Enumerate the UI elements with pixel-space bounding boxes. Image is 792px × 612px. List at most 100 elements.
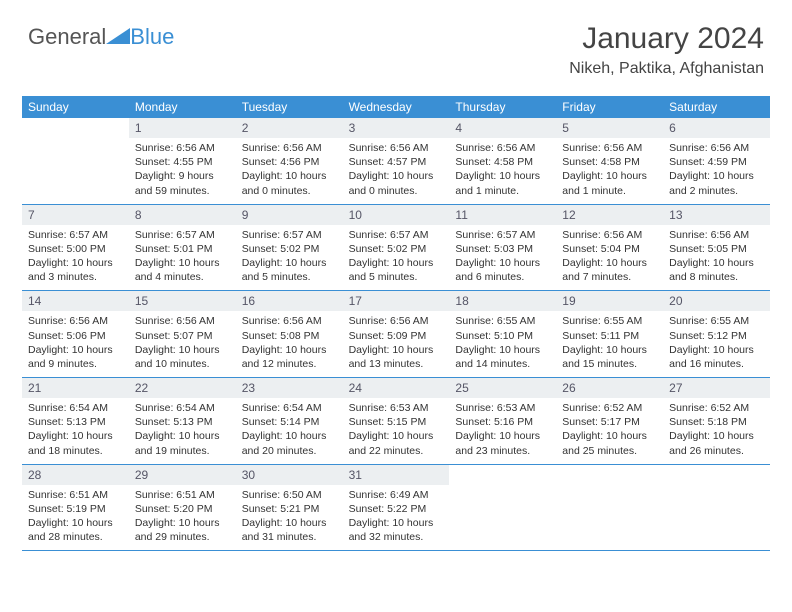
daylight-line-2: and 3 minutes. xyxy=(28,270,123,284)
sunrise-line: Sunrise: 6:57 AM xyxy=(135,228,230,242)
sunset-line: Sunset: 5:12 PM xyxy=(669,329,764,343)
daylight-line-1: Daylight: 10 hours xyxy=(349,343,444,357)
day-number: 27 xyxy=(663,378,770,398)
day-content: Sunrise: 6:57 AMSunset: 5:00 PMDaylight:… xyxy=(22,225,129,291)
sunrise-line: Sunrise: 6:56 AM xyxy=(669,141,764,155)
day-number: 14 xyxy=(22,291,129,311)
sunset-line: Sunset: 5:06 PM xyxy=(28,329,123,343)
day-cell xyxy=(449,465,556,551)
sunset-line: Sunset: 5:08 PM xyxy=(242,329,337,343)
sunrise-line: Sunrise: 6:53 AM xyxy=(349,401,444,415)
day-number: 18 xyxy=(449,291,556,311)
day-content: Sunrise: 6:50 AMSunset: 5:21 PMDaylight:… xyxy=(236,485,343,551)
day-number: 20 xyxy=(663,291,770,311)
day-content: Sunrise: 6:56 AMSunset: 4:58 PMDaylight:… xyxy=(449,138,556,204)
location-text: Nikeh, Paktika, Afghanistan xyxy=(569,60,764,78)
day-number: 24 xyxy=(343,378,450,398)
daylight-line-2: and 31 minutes. xyxy=(242,530,337,544)
sunset-line: Sunset: 5:09 PM xyxy=(349,329,444,343)
weekday-label: Sunday xyxy=(22,96,129,118)
day-content: Sunrise: 6:55 AMSunset: 5:12 PMDaylight:… xyxy=(663,311,770,377)
day-content: Sunrise: 6:56 AMSunset: 5:04 PMDaylight:… xyxy=(556,225,663,291)
sunset-line: Sunset: 4:58 PM xyxy=(562,155,657,169)
sunrise-line: Sunrise: 6:54 AM xyxy=(135,401,230,415)
day-content: Sunrise: 6:53 AMSunset: 5:15 PMDaylight:… xyxy=(343,398,450,464)
daylight-line-2: and 59 minutes. xyxy=(135,184,230,198)
sunrise-line: Sunrise: 6:55 AM xyxy=(455,314,550,328)
sunrise-line: Sunrise: 6:52 AM xyxy=(562,401,657,415)
sunset-line: Sunset: 5:22 PM xyxy=(349,502,444,516)
daylight-line-1: Daylight: 10 hours xyxy=(242,256,337,270)
day-cell: 29Sunrise: 6:51 AMSunset: 5:20 PMDayligh… xyxy=(129,465,236,551)
daylight-line-2: and 14 minutes. xyxy=(455,357,550,371)
day-content: Sunrise: 6:52 AMSunset: 5:18 PMDaylight:… xyxy=(663,398,770,464)
daylight-line-2: and 26 minutes. xyxy=(669,444,764,458)
daylight-line-2: and 15 minutes. xyxy=(562,357,657,371)
sunset-line: Sunset: 5:07 PM xyxy=(135,329,230,343)
sunrise-line: Sunrise: 6:56 AM xyxy=(349,314,444,328)
sunset-line: Sunset: 4:58 PM xyxy=(455,155,550,169)
daylight-line-1: Daylight: 10 hours xyxy=(28,429,123,443)
day-cell: 1Sunrise: 6:56 AMSunset: 4:55 PMDaylight… xyxy=(129,118,236,204)
day-content: Sunrise: 6:57 AMSunset: 5:02 PMDaylight:… xyxy=(236,225,343,291)
day-number: 15 xyxy=(129,291,236,311)
daylight-line-2: and 4 minutes. xyxy=(135,270,230,284)
day-content: Sunrise: 6:56 AMSunset: 4:56 PMDaylight:… xyxy=(236,138,343,204)
daylight-line-2: and 1 minute. xyxy=(562,184,657,198)
day-cell: 31Sunrise: 6:49 AMSunset: 5:22 PMDayligh… xyxy=(343,465,450,551)
sunset-line: Sunset: 5:03 PM xyxy=(455,242,550,256)
day-number: 7 xyxy=(22,205,129,225)
daylight-line-1: Daylight: 10 hours xyxy=(455,169,550,183)
sunset-line: Sunset: 5:02 PM xyxy=(242,242,337,256)
daylight-line-1: Daylight: 10 hours xyxy=(562,429,657,443)
daylight-line-2: and 9 minutes. xyxy=(28,357,123,371)
day-content: Sunrise: 6:54 AMSunset: 5:13 PMDaylight:… xyxy=(129,398,236,464)
sunrise-line: Sunrise: 6:54 AM xyxy=(242,401,337,415)
week-row: 1Sunrise: 6:56 AMSunset: 4:55 PMDaylight… xyxy=(22,118,770,205)
logo: General Blue xyxy=(28,24,174,50)
sunset-line: Sunset: 5:00 PM xyxy=(28,242,123,256)
sunrise-line: Sunrise: 6:56 AM xyxy=(135,141,230,155)
day-content: Sunrise: 6:56 AMSunset: 4:59 PMDaylight:… xyxy=(663,138,770,204)
sunrise-line: Sunrise: 6:57 AM xyxy=(28,228,123,242)
sunset-line: Sunset: 4:55 PM xyxy=(135,155,230,169)
sunset-line: Sunset: 5:02 PM xyxy=(349,242,444,256)
daylight-line-2: and 13 minutes. xyxy=(349,357,444,371)
sunset-line: Sunset: 5:05 PM xyxy=(669,242,764,256)
daylight-line-1: Daylight: 10 hours xyxy=(135,516,230,530)
sunrise-line: Sunrise: 6:56 AM xyxy=(349,141,444,155)
weekday-header-row: SundayMondayTuesdayWednesdayThursdayFrid… xyxy=(22,96,770,118)
daylight-line-2: and 7 minutes. xyxy=(562,270,657,284)
day-cell: 14Sunrise: 6:56 AMSunset: 5:06 PMDayligh… xyxy=(22,291,129,377)
daylight-line-2: and 20 minutes. xyxy=(242,444,337,458)
day-number: 30 xyxy=(236,465,343,485)
daylight-line-2: and 8 minutes. xyxy=(669,270,764,284)
calendar: SundayMondayTuesdayWednesdayThursdayFrid… xyxy=(22,96,770,551)
day-cell: 2Sunrise: 6:56 AMSunset: 4:56 PMDaylight… xyxy=(236,118,343,204)
sunset-line: Sunset: 5:13 PM xyxy=(135,415,230,429)
daylight-line-1: Daylight: 10 hours xyxy=(28,343,123,357)
daylight-line-1: Daylight: 10 hours xyxy=(135,429,230,443)
day-cell: 25Sunrise: 6:53 AMSunset: 5:16 PMDayligh… xyxy=(449,378,556,464)
sunset-line: Sunset: 5:16 PM xyxy=(455,415,550,429)
daylight-line-1: Daylight: 10 hours xyxy=(28,256,123,270)
daylight-line-1: Daylight: 10 hours xyxy=(135,256,230,270)
sunset-line: Sunset: 5:19 PM xyxy=(28,502,123,516)
day-content: Sunrise: 6:51 AMSunset: 5:20 PMDaylight:… xyxy=(129,485,236,551)
sunset-line: Sunset: 5:18 PM xyxy=(669,415,764,429)
day-content: Sunrise: 6:55 AMSunset: 5:11 PMDaylight:… xyxy=(556,311,663,377)
daylight-line-2: and 5 minutes. xyxy=(349,270,444,284)
day-number: 11 xyxy=(449,205,556,225)
daylight-line-2: and 1 minute. xyxy=(455,184,550,198)
sunrise-line: Sunrise: 6:56 AM xyxy=(135,314,230,328)
weekday-label: Friday xyxy=(556,96,663,118)
day-number: 2 xyxy=(236,118,343,138)
sunset-line: Sunset: 5:11 PM xyxy=(562,329,657,343)
day-number: 8 xyxy=(129,205,236,225)
day-number: 23 xyxy=(236,378,343,398)
sunrise-line: Sunrise: 6:55 AM xyxy=(669,314,764,328)
day-number: 4 xyxy=(449,118,556,138)
daylight-line-1: Daylight: 10 hours xyxy=(242,343,337,357)
day-cell xyxy=(22,118,129,204)
day-cell: 21Sunrise: 6:54 AMSunset: 5:13 PMDayligh… xyxy=(22,378,129,464)
